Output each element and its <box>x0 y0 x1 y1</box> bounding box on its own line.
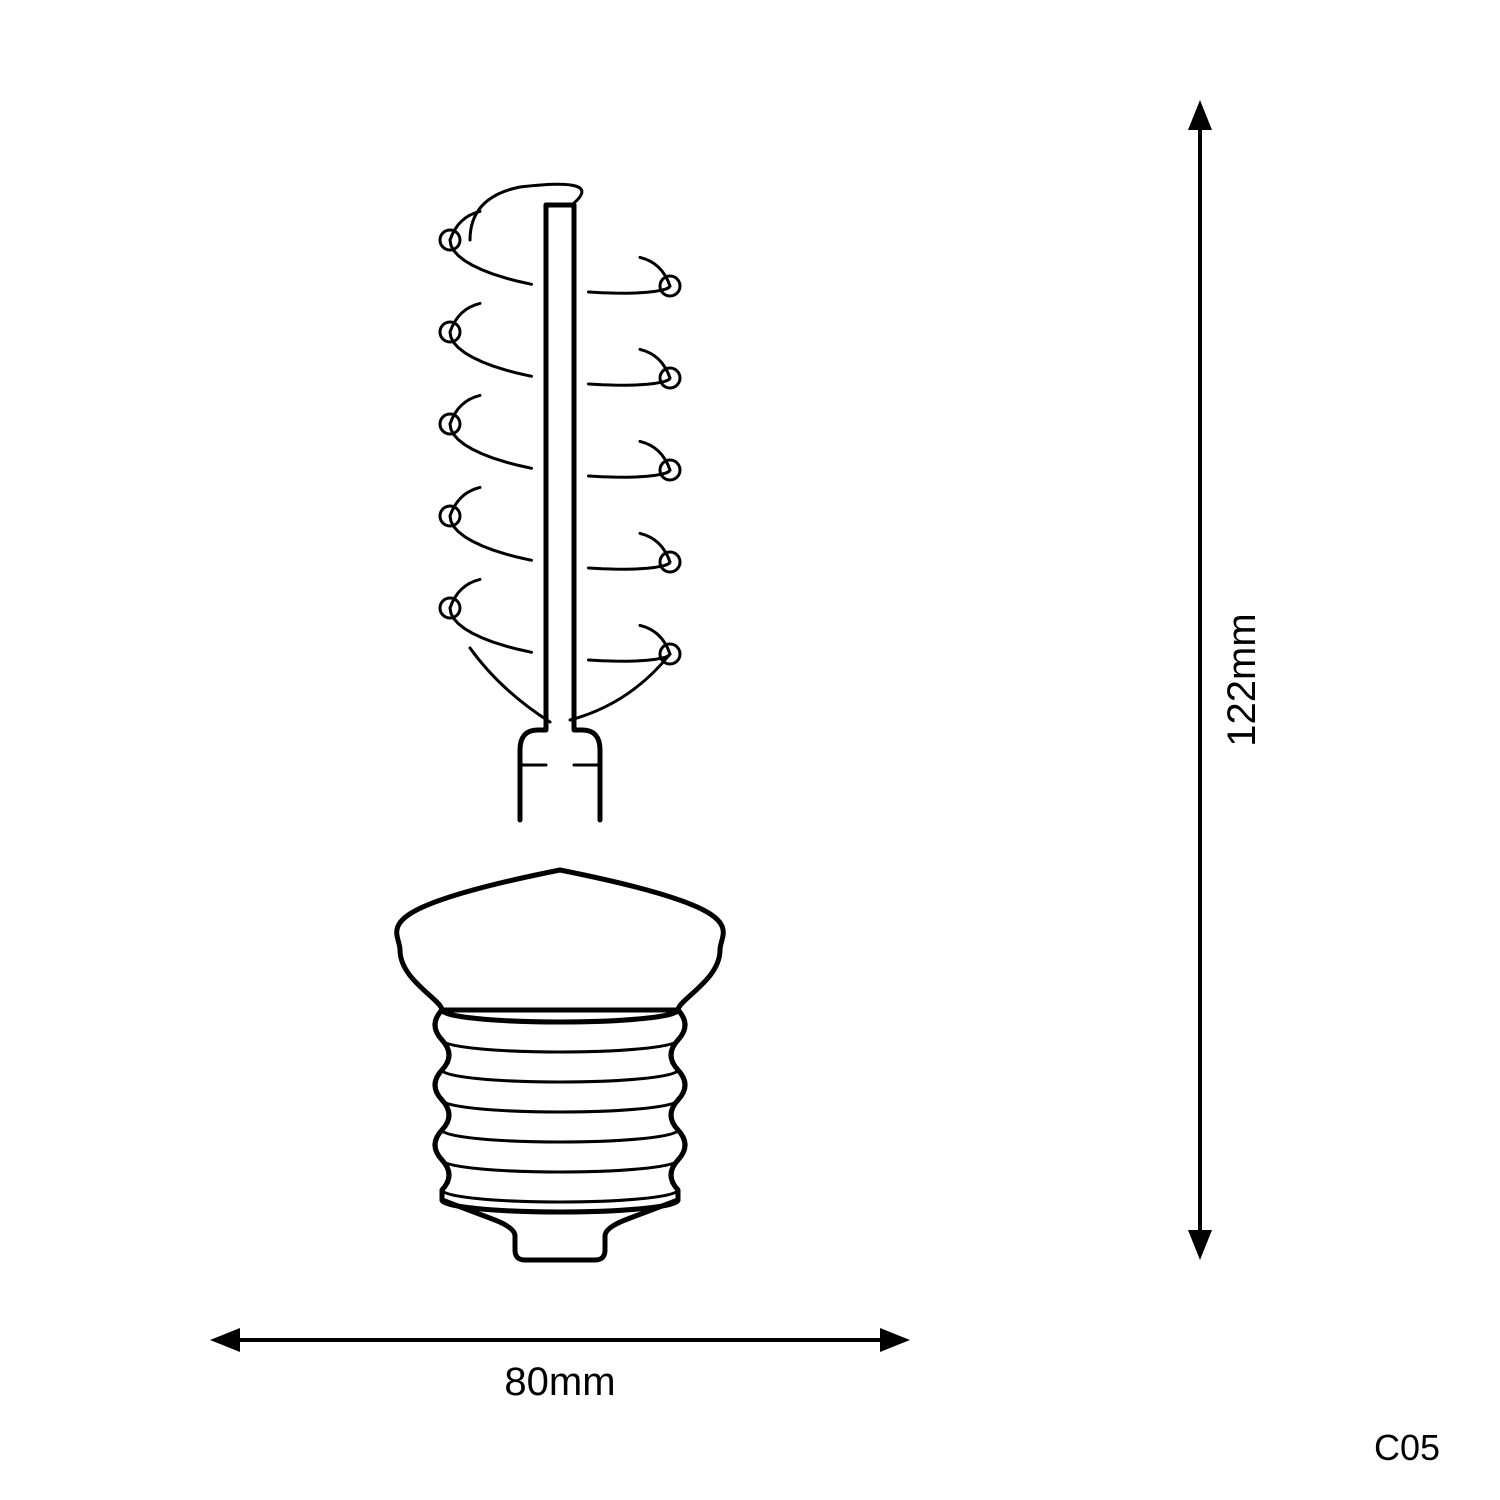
width-dimension-label: 80mm <box>504 1360 615 1404</box>
height-dimension-label: 122mm <box>1220 613 1264 746</box>
product-code-label: C05 <box>1374 1427 1440 1468</box>
